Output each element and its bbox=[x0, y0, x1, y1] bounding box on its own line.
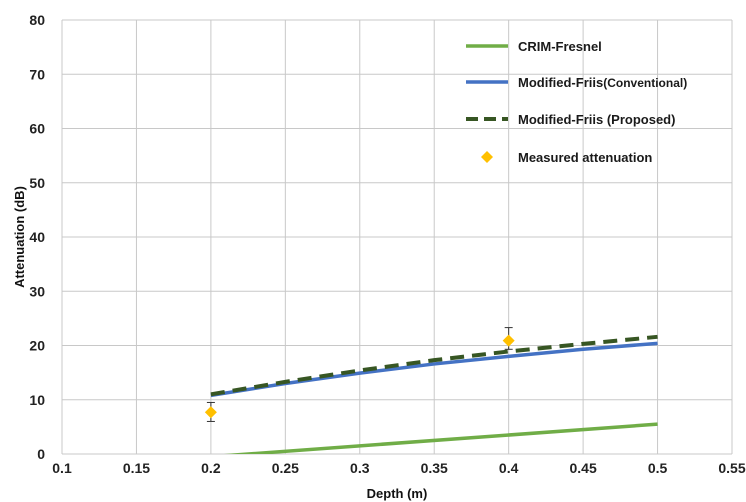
measured-point bbox=[204, 406, 217, 419]
y-tick-label: 50 bbox=[29, 175, 45, 191]
series-line-crim-fresnel bbox=[224, 422, 658, 454]
x-tick-label: 0.35 bbox=[421, 460, 448, 476]
y-tick-label: 70 bbox=[29, 66, 45, 82]
measured-point bbox=[502, 334, 515, 347]
y-tick-label: 60 bbox=[29, 121, 45, 137]
y-tick-label: 80 bbox=[29, 12, 45, 28]
y-tick-label: 0 bbox=[37, 446, 45, 462]
legend-label: CRIM-Fresnel bbox=[518, 39, 602, 54]
y-tick-label: 40 bbox=[29, 229, 45, 245]
x-tick-label: 0.45 bbox=[569, 460, 596, 476]
y-tick-label: 20 bbox=[29, 338, 45, 354]
legend-marker-diamond bbox=[481, 151, 493, 163]
series-line-modified-friis-proposed bbox=[210, 334, 658, 397]
x-tick-label: 0.3 bbox=[350, 460, 370, 476]
legend-label: Modified-Friis(Conventional) bbox=[518, 75, 687, 90]
legend-label: Measured attenuation bbox=[518, 150, 652, 165]
x-tick-label: 0.1 bbox=[52, 460, 72, 476]
x-tick-label: 0.25 bbox=[272, 460, 299, 476]
x-tick-label: 0.15 bbox=[123, 460, 150, 476]
y-axis-title: Attenuation (dB) bbox=[12, 186, 27, 288]
legend-label: Modified-Friis (Proposed) bbox=[518, 112, 675, 127]
plot-series bbox=[204, 327, 658, 454]
x-tick-label: 0.2 bbox=[201, 460, 221, 476]
x-tick-label: 0.4 bbox=[499, 460, 519, 476]
x-tick-label: 0.55 bbox=[718, 460, 745, 476]
axes: 0.1 0.15 0.2 0.25 0.3 0.35 0.4 0.45 0.5 0.55 0 10 20… bbox=[29, 12, 745, 476]
y-tick-label: 30 bbox=[29, 283, 45, 299]
legend-label-suffix: (Conventional) bbox=[603, 76, 687, 90]
y-tick-label: 10 bbox=[29, 392, 45, 408]
x-axis-title: Depth (m) bbox=[367, 486, 428, 501]
legend: CRIM-Fresnel Modified-Friis(Conventional)… bbox=[466, 39, 687, 165]
x-tick-label: 0.5 bbox=[648, 460, 668, 476]
